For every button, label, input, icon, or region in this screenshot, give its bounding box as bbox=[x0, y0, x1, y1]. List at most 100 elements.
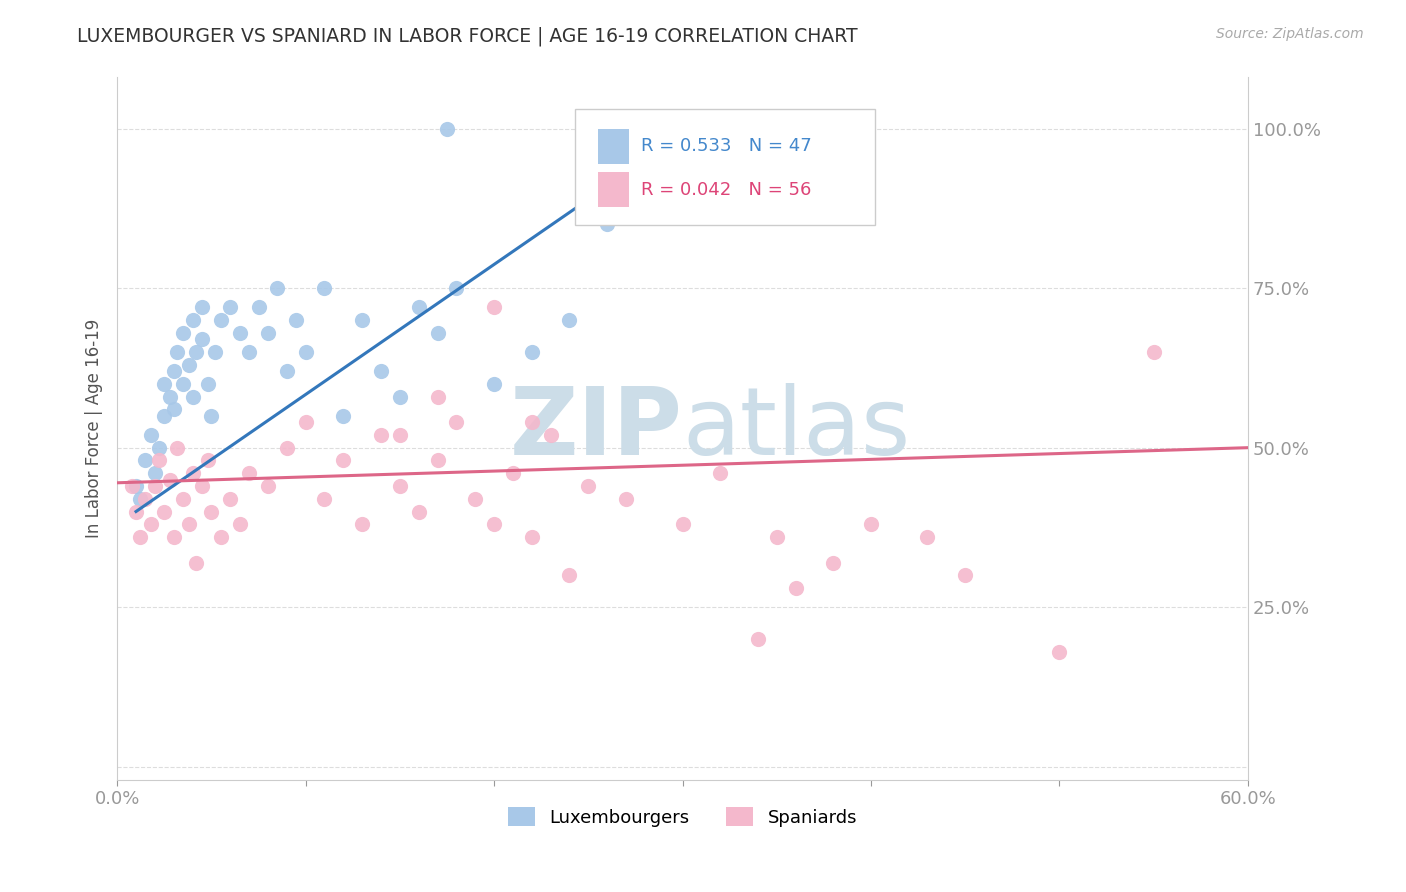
Point bbox=[388, 428, 411, 442]
Point bbox=[352, 517, 374, 532]
Point bbox=[125, 479, 148, 493]
Point bbox=[121, 479, 143, 493]
Y-axis label: In Labor Force | Age 16-19: In Labor Force | Age 16-19 bbox=[86, 319, 103, 538]
Text: atlas: atlas bbox=[682, 383, 911, 475]
Point bbox=[709, 467, 731, 481]
FancyBboxPatch shape bbox=[598, 128, 630, 164]
Point bbox=[671, 517, 693, 532]
Point bbox=[482, 300, 505, 314]
Point bbox=[200, 409, 222, 423]
Point bbox=[765, 530, 787, 544]
Point bbox=[143, 467, 166, 481]
Point bbox=[172, 376, 194, 391]
Point bbox=[294, 345, 316, 359]
Point bbox=[614, 491, 637, 506]
Point bbox=[191, 479, 214, 493]
Point bbox=[219, 300, 242, 314]
Point bbox=[148, 453, 170, 467]
Point bbox=[186, 345, 208, 359]
Point bbox=[134, 491, 156, 506]
Point bbox=[370, 428, 392, 442]
Point bbox=[238, 345, 260, 359]
Point bbox=[502, 467, 524, 481]
Point bbox=[634, 186, 657, 200]
Point bbox=[352, 313, 374, 327]
Point bbox=[332, 409, 354, 423]
Point bbox=[191, 300, 214, 314]
Point bbox=[276, 441, 298, 455]
Point bbox=[332, 453, 354, 467]
Point bbox=[266, 281, 288, 295]
Point bbox=[181, 467, 204, 481]
Point bbox=[238, 467, 260, 481]
Point bbox=[209, 530, 232, 544]
Point bbox=[464, 491, 486, 506]
Point bbox=[953, 568, 976, 582]
Point bbox=[197, 453, 219, 467]
Point bbox=[172, 491, 194, 506]
Point bbox=[148, 441, 170, 455]
Point bbox=[228, 517, 250, 532]
Point bbox=[166, 441, 188, 455]
Point bbox=[163, 364, 186, 378]
Point bbox=[785, 581, 807, 595]
Point bbox=[257, 479, 280, 493]
Point bbox=[186, 556, 208, 570]
Point bbox=[436, 121, 458, 136]
Point bbox=[446, 281, 468, 295]
Point bbox=[159, 473, 181, 487]
Point bbox=[177, 517, 200, 532]
Point bbox=[128, 530, 150, 544]
Point bbox=[917, 530, 939, 544]
Point bbox=[128, 491, 150, 506]
Point bbox=[446, 415, 468, 429]
Point bbox=[163, 402, 186, 417]
Point bbox=[197, 376, 219, 391]
Point bbox=[139, 517, 162, 532]
Text: Source: ZipAtlas.com: Source: ZipAtlas.com bbox=[1216, 27, 1364, 41]
Point bbox=[166, 345, 188, 359]
Point bbox=[370, 364, 392, 378]
FancyBboxPatch shape bbox=[575, 109, 875, 225]
Point bbox=[181, 313, 204, 327]
Text: R = 0.533   N = 47: R = 0.533 N = 47 bbox=[641, 137, 811, 155]
Point bbox=[426, 453, 449, 467]
Point bbox=[153, 376, 176, 391]
Point bbox=[172, 326, 194, 340]
Point bbox=[285, 313, 308, 327]
Point bbox=[408, 504, 430, 518]
Point bbox=[247, 300, 270, 314]
FancyBboxPatch shape bbox=[598, 172, 630, 207]
Point bbox=[219, 491, 242, 506]
Point bbox=[153, 504, 176, 518]
Point bbox=[143, 479, 166, 493]
Point bbox=[823, 556, 845, 570]
Text: LUXEMBOURGER VS SPANIARD IN LABOR FORCE | AGE 16-19 CORRELATION CHART: LUXEMBOURGER VS SPANIARD IN LABOR FORCE … bbox=[77, 27, 858, 46]
Point bbox=[482, 376, 505, 391]
Text: R = 0.042   N = 56: R = 0.042 N = 56 bbox=[641, 181, 811, 199]
Point bbox=[747, 632, 769, 647]
Point bbox=[408, 300, 430, 314]
Point bbox=[134, 453, 156, 467]
Point bbox=[859, 517, 882, 532]
Point bbox=[388, 479, 411, 493]
Point bbox=[153, 409, 176, 423]
Point bbox=[257, 326, 280, 340]
Text: ZIP: ZIP bbox=[509, 383, 682, 475]
Point bbox=[191, 332, 214, 346]
Point bbox=[576, 479, 599, 493]
Point bbox=[558, 313, 581, 327]
Point bbox=[200, 504, 222, 518]
Legend: Luxembourgers, Spaniards: Luxembourgers, Spaniards bbox=[501, 799, 865, 834]
Point bbox=[482, 517, 505, 532]
Point bbox=[139, 428, 162, 442]
Point bbox=[294, 415, 316, 429]
Point bbox=[520, 415, 543, 429]
Point bbox=[314, 281, 336, 295]
Point bbox=[1047, 645, 1070, 659]
Point bbox=[159, 390, 181, 404]
Point bbox=[388, 390, 411, 404]
Point bbox=[314, 491, 336, 506]
Point bbox=[163, 530, 186, 544]
Point bbox=[520, 345, 543, 359]
